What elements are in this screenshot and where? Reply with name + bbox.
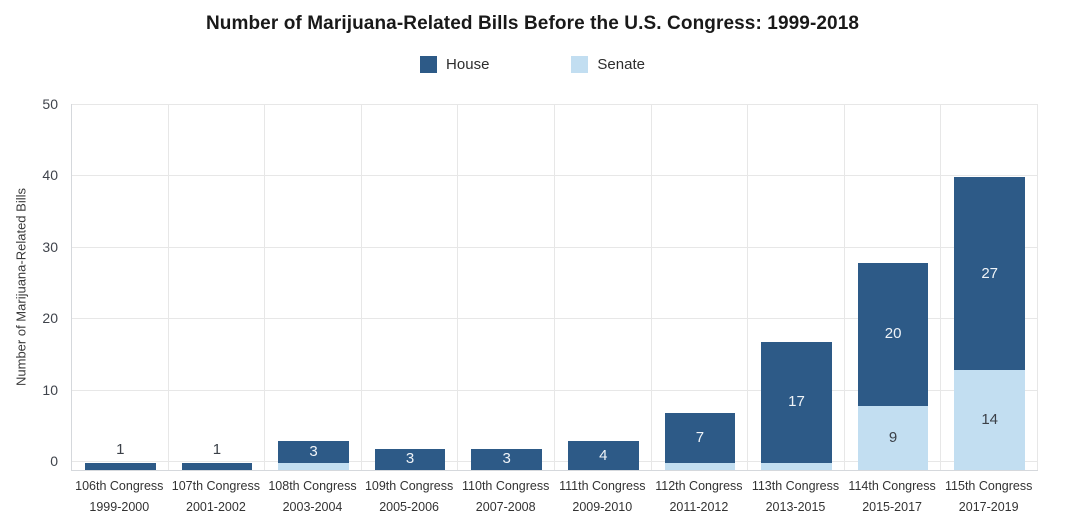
bar-senate-113th-congress xyxy=(761,462,832,470)
bar-label-senate-115th-congress: 14 xyxy=(981,411,999,429)
y-tick-label-50: 50 xyxy=(42,96,58,112)
bar-house-115th-congress xyxy=(954,177,1025,371)
y-tick-label-30: 30 xyxy=(42,238,58,255)
plot-area: 1 1 3 3 3 4 7 17 20 9 27 14 xyxy=(71,104,1038,471)
bar-house-109th-congress xyxy=(374,448,446,470)
bar-house-113th-congress xyxy=(761,341,832,463)
x-tick-congress: 112th Congress xyxy=(655,479,743,493)
x-tick-years: 2017-2019 xyxy=(958,500,1019,514)
legend-item-house: House xyxy=(420,56,489,73)
x-tick-years: 2013-2015 xyxy=(765,500,826,514)
h-gridline-20 xyxy=(72,318,1038,320)
x-tick-years: 2015-2017 xyxy=(862,500,922,514)
x-tick-115th-congress: 115th Congress 2017-2019 xyxy=(940,476,1037,518)
bar-house-111th-congress xyxy=(568,441,639,470)
bar-house-110th-congress xyxy=(471,448,542,470)
x-tick-110th-congress: 110th Congress 2007-2008 xyxy=(457,476,554,518)
x-tick-107th-congress: 107th Congress 2001-2002 xyxy=(168,476,265,518)
bar-label-house-109th-congress: 3 xyxy=(405,450,415,468)
v-gridline xyxy=(264,104,266,470)
x-tick-congress: 111th Congress xyxy=(559,479,646,493)
bar-house-106th-congress xyxy=(85,462,156,470)
x-tick-congress: 110th Congress xyxy=(462,479,550,493)
x-tick-years: 2007-2008 xyxy=(475,500,536,514)
v-gridline xyxy=(747,104,749,470)
x-tick-congress: 109th Congress xyxy=(364,479,454,493)
v-gridline xyxy=(650,104,652,470)
v-gridline xyxy=(554,104,555,470)
x-tick-congress: 108th Congress xyxy=(268,479,357,493)
bar-label-house-113th-congress: 17 xyxy=(788,393,805,411)
bar-house-108th-congress xyxy=(278,441,349,463)
x-tick-years: 2011-2012 xyxy=(669,500,729,514)
x-axis: 106th Congress 1999-2000 107th Congress 200… xyxy=(71,476,1037,520)
bar-label-senate-114th-congress: 9 xyxy=(888,428,898,446)
h-gridline-40 xyxy=(72,175,1038,177)
x-tick-113th-congress: 113th Congress 2013-2015 xyxy=(747,476,844,518)
v-gridline xyxy=(360,104,362,470)
h-gridline-0 xyxy=(72,461,1038,462)
senate-swatch xyxy=(571,56,589,73)
x-tick-congress: 107th Congress xyxy=(171,479,261,493)
x-tick-congress: 106th Congress xyxy=(75,479,164,493)
x-tick-114th-congress: 114th Congress 2015-2017 xyxy=(844,476,941,518)
bar-label-house-107th-congress: 1 xyxy=(212,440,222,458)
h-gridline-10 xyxy=(72,389,1038,391)
bar-house-107th-congress xyxy=(181,462,253,470)
x-tick-109th-congress: 109th Congress 2005-2006 xyxy=(361,476,458,518)
y-tick-label-10: 10 xyxy=(42,381,58,398)
h-gridline-30 xyxy=(72,246,1038,248)
legend-item-senate: Senate xyxy=(571,56,645,73)
bar-label-house-110th-congress: 3 xyxy=(502,450,511,468)
v-gridline xyxy=(1037,104,1038,470)
legend-label-house: House xyxy=(446,56,490,73)
x-tick-112th-congress: 112th Congress 2011-2012 xyxy=(651,476,748,518)
x-tick-years: 2001-2002 xyxy=(186,500,246,514)
house-swatch xyxy=(420,56,438,73)
legend-label-senate: Senate xyxy=(597,56,645,73)
x-tick-108th-congress: 108th Congress 2003-2004 xyxy=(264,476,361,518)
bar-label-house-114th-congress: 20 xyxy=(884,325,902,343)
bar-label-house-108th-congress: 3 xyxy=(309,443,318,461)
x-tick-years: 1999-2000 xyxy=(89,500,150,514)
x-tick-111th-congress: 111th Congress 2009-2010 xyxy=(554,476,651,518)
y-tick-label-40: 40 xyxy=(42,167,58,184)
bar-label-house-112th-congress: 7 xyxy=(695,428,705,446)
y-tick-label-0: 0 xyxy=(50,453,58,469)
v-gridline xyxy=(167,104,169,470)
v-gridline xyxy=(940,104,942,470)
bar-senate-115th-congress xyxy=(954,370,1025,470)
chart-title: Number of Marijuana-Related Bills Before… xyxy=(205,13,860,34)
bar-senate-114th-congress xyxy=(857,405,929,470)
bar-label-house-111th-congress: 4 xyxy=(599,446,608,464)
x-tick-years: 2009-2010 xyxy=(572,500,633,514)
x-tick-congress: 114th Congress xyxy=(848,479,936,493)
bar-house-112th-congress xyxy=(664,412,736,463)
y-tick-label-20: 20 xyxy=(42,310,58,327)
x-tick-106th-congress: 106th Congress 1999-2000 xyxy=(71,476,168,518)
h-gridline-50 xyxy=(72,104,1038,105)
v-gridline xyxy=(457,104,459,470)
y-axis: 0 10 20 30 40 50 xyxy=(0,96,58,470)
x-tick-years: 2005-2006 xyxy=(379,500,439,514)
bar-label-house-115th-congress: 27 xyxy=(981,264,999,282)
bar-senate-108th-congress xyxy=(278,462,349,470)
legend: House Senate xyxy=(0,56,1065,73)
v-gridline xyxy=(843,104,845,470)
bar-label-house-106th-congress: 1 xyxy=(116,440,125,458)
x-tick-congress: 115th Congress xyxy=(945,479,1033,493)
x-tick-congress: 113th Congress xyxy=(751,479,840,493)
bar-senate-112th-congress xyxy=(664,462,736,470)
x-tick-years: 2003-2004 xyxy=(282,500,343,514)
bar-house-114th-congress xyxy=(857,262,929,406)
